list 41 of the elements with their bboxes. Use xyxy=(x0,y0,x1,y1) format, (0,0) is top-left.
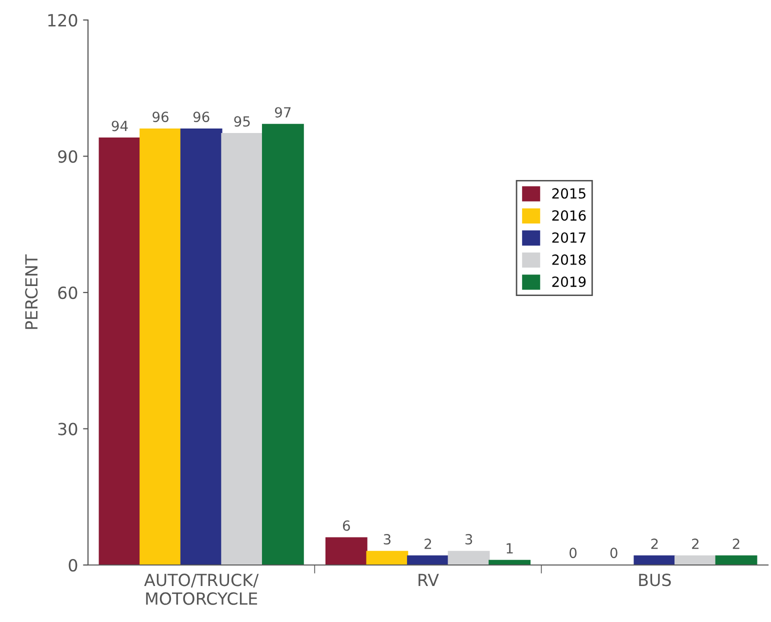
y-tick-label: 30 xyxy=(58,422,78,436)
data-label: 96 xyxy=(193,112,210,122)
data-label: 97 xyxy=(274,107,291,118)
bar xyxy=(407,555,449,565)
legend-label: 2015 xyxy=(552,188,586,199)
data-label: 94 xyxy=(112,120,128,132)
data-label: 0 xyxy=(610,548,618,558)
y-tick-label: 0 xyxy=(68,558,78,572)
legend-label: 2016 xyxy=(552,210,586,221)
data-label: 2 xyxy=(692,538,698,549)
bar xyxy=(262,124,304,565)
data-label: 3 xyxy=(465,534,472,545)
data-label: 6 xyxy=(342,520,350,531)
bar xyxy=(98,138,141,565)
bar xyxy=(140,128,182,565)
legend-label: 2018 xyxy=(552,254,586,265)
bar xyxy=(366,550,408,565)
bar xyxy=(180,128,222,565)
data-label: 95 xyxy=(234,116,250,127)
y-axis-title: PERCENT xyxy=(25,254,38,329)
legend-label: 2019 xyxy=(552,276,586,288)
bar xyxy=(221,132,264,565)
x-tick-label: RV xyxy=(418,574,439,586)
bar xyxy=(448,550,490,565)
bar xyxy=(634,555,676,565)
y-tick-label: 60 xyxy=(58,286,78,300)
data-label: 96 xyxy=(152,112,168,122)
data-label: 0 xyxy=(570,548,577,558)
data-label: 2 xyxy=(424,538,432,549)
bar xyxy=(325,537,368,565)
data-label: 2 xyxy=(651,538,658,549)
bar xyxy=(715,555,758,565)
legend-label: 2017 xyxy=(552,232,586,243)
x-tick-label: AUTO/TRUCK/ MOTORCYCLE xyxy=(144,574,259,605)
data-label: 3 xyxy=(384,534,391,545)
data-label: 2 xyxy=(732,538,740,549)
bar xyxy=(674,555,716,565)
y-tick-label: 120 xyxy=(48,14,78,27)
data-label: 1 xyxy=(506,543,513,554)
y-tick-label: 90 xyxy=(58,150,78,163)
x-tick-label: BUS xyxy=(639,574,671,586)
